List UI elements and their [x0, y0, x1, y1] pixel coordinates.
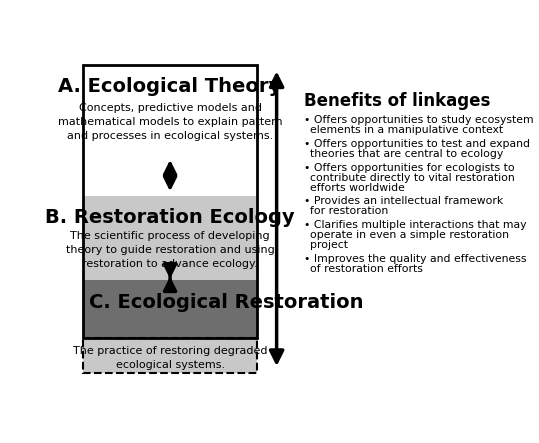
Text: A. Ecological Theory: A. Ecological Theory	[58, 77, 282, 96]
Text: The practice of restoring degraded
ecological systems.: The practice of restoring degraded ecolo…	[73, 346, 267, 370]
Text: operate in even a simple restoration: operate in even a simple restoration	[310, 230, 509, 240]
Text: C. Ecological Restoration: C. Ecological Restoration	[89, 293, 364, 311]
Text: Concepts, predictive models and
mathematical models to explain pattern
and proce: Concepts, predictive models and mathemat…	[58, 103, 282, 141]
Text: • Provides an intellectual framework: • Provides an intellectual framework	[304, 196, 503, 206]
Text: Benefits of linkages: Benefits of linkages	[304, 92, 490, 110]
Text: • Offers opportunities for ecologists to: • Offers opportunities for ecologists to	[304, 163, 514, 172]
Bar	[83, 280, 257, 338]
Text: of restoration efforts: of restoration efforts	[310, 264, 423, 274]
Text: • Improves the quality and effectiveness: • Improves the quality and effectiveness	[304, 254, 526, 264]
Text: project: project	[310, 240, 348, 250]
Text: The scientific process of developing
theory to guide restoration and using
resto: The scientific process of developing the…	[66, 231, 274, 269]
Text: B. Restoration Ecology: B. Restoration Ecology	[45, 208, 295, 227]
Text: • Offers opportunities to test and expand: • Offers opportunities to test and expan…	[304, 139, 530, 149]
Text: contribute directly to vital restoration: contribute directly to vital restoration	[310, 172, 515, 183]
Text: elements in a manipulative context: elements in a manipulative context	[310, 125, 503, 135]
Text: • Clarifies multiple interactions that may: • Clarifies multiple interactions that m…	[304, 220, 526, 230]
Bar	[83, 65, 257, 196]
Text: efforts worldwide: efforts worldwide	[310, 183, 405, 193]
Bar	[83, 65, 257, 338]
Text: theories that are central to ecology: theories that are central to ecology	[310, 149, 503, 159]
Text: • Offers opportunities to study ecosystem: • Offers opportunities to study ecosyste…	[304, 115, 534, 125]
Text: for restoration: for restoration	[310, 206, 388, 216]
Bar	[83, 338, 257, 373]
Bar	[83, 196, 257, 280]
Bar	[83, 338, 257, 373]
